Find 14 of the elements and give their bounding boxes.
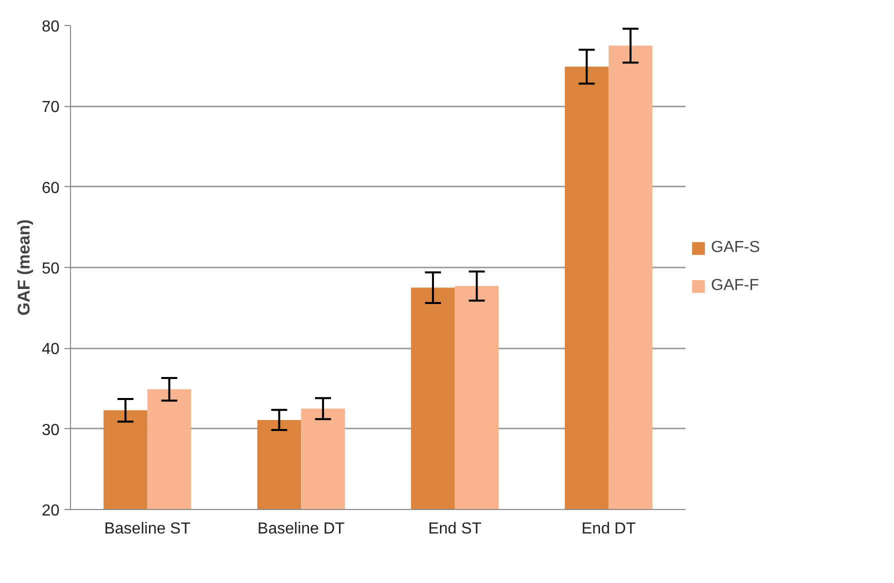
y-tick-label: 30	[42, 422, 60, 439]
y-tick-label: 60	[42, 180, 60, 197]
legend-label: GAF-F	[711, 277, 759, 295]
y-tick-label: 80	[42, 18, 60, 36]
y-tick-label: 70	[42, 99, 60, 116]
x-tick-label: Baseline ST	[104, 520, 191, 538]
y-tick-label: 50	[42, 260, 60, 278]
x-tick-label: Baseline DT	[258, 520, 345, 538]
y-axis-title: GAF (mean)	[14, 219, 34, 316]
x-tick-label: End DT	[582, 520, 636, 538]
y-tick-label: 20	[42, 502, 60, 520]
x-tick-label: End ST	[428, 520, 482, 538]
legend-label: GAF-S	[711, 239, 760, 257]
y-tick-label: 40	[42, 341, 60, 358]
